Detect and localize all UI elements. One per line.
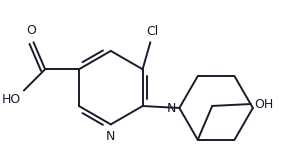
Text: O: O xyxy=(27,24,37,37)
Text: N: N xyxy=(106,130,115,143)
Text: OH: OH xyxy=(254,97,273,111)
Text: HO: HO xyxy=(2,93,21,106)
Text: Cl: Cl xyxy=(146,25,158,38)
Text: N: N xyxy=(167,102,176,115)
